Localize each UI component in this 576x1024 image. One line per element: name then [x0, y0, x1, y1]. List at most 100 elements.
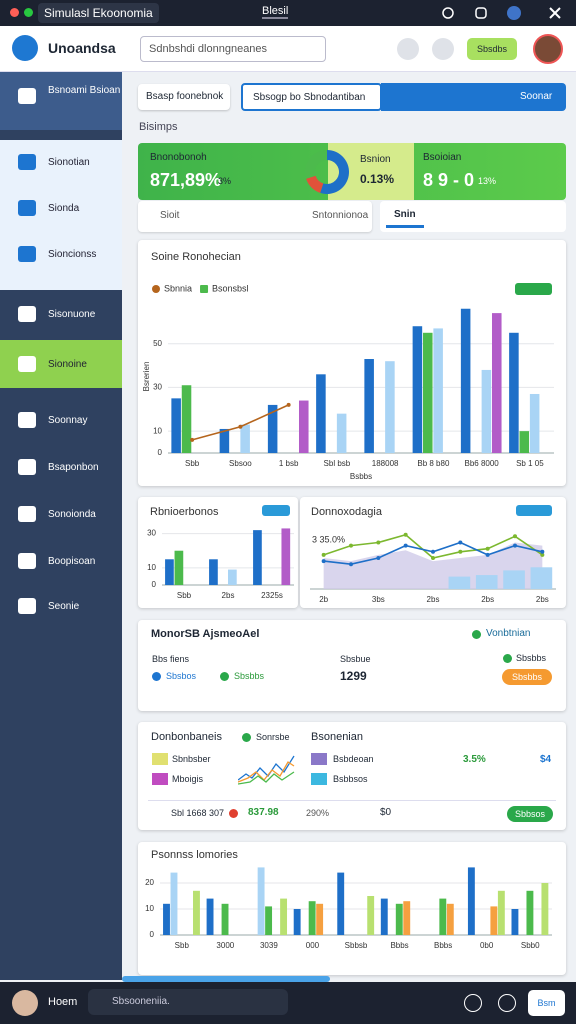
- sidebar-item[interactable]: Bsnoami Bsioan: [48, 85, 121, 96]
- spark-line: [238, 771, 295, 785]
- badge[interactable]: [515, 283, 552, 295]
- badge[interactable]: [516, 505, 552, 516]
- bar: [475, 575, 498, 589]
- search-box[interactable]: Sdnbshdi dlonngneanes: [140, 36, 326, 62]
- legend-item: Sbnbsber: [172, 754, 211, 764]
- chart: Soine Ronohecian Bsrerien Bsbbs 0 10 30 50 Sbb S…: [142, 251, 554, 481]
- y-tick-label: 20: [145, 878, 154, 887]
- sidebar-item[interactable]: Sionoine: [48, 359, 87, 370]
- card: Donnoxodagia 3 35.0% 2b 3bs 2bs 2bs 2bs: [300, 497, 566, 608]
- x-tick-label: 2bs: [427, 595, 440, 604]
- point: [513, 534, 517, 539]
- button[interactable]: Sbsbbs: [502, 669, 552, 685]
- bar: [298, 400, 309, 453]
- sidebar-item[interactable]: Sioncionss: [48, 249, 97, 260]
- x-tick-label: Sbb: [185, 459, 200, 468]
- bar: [439, 898, 447, 935]
- bar: [193, 890, 200, 935]
- header-button[interactable]: Sbsdbs: [467, 38, 517, 60]
- swatch: [311, 753, 327, 765]
- avatar[interactable]: [12, 990, 38, 1016]
- x-tick-label: Sbb: [177, 591, 192, 600]
- swatch: [152, 773, 168, 785]
- tab[interactable]: Bsasp foonebnok: [138, 84, 230, 110]
- footer: [0, 982, 576, 1024]
- donut-chart: [305, 150, 349, 194]
- card-title: Donbonbaneis: [151, 731, 222, 743]
- point: [485, 552, 490, 557]
- scrollbar[interactable]: [122, 976, 330, 982]
- filter-box[interactable]: [138, 201, 372, 232]
- sidebar-item[interactable]: Soonnay: [48, 415, 88, 426]
- annotation: 3 35.0%: [312, 534, 345, 544]
- tab[interactable]: Sbsogp bo Sbnodantiban: [241, 83, 382, 111]
- x-tick-label: 3bs: [372, 595, 385, 604]
- footer-search[interactable]: Sbsooneniia.: [88, 989, 288, 1015]
- badge[interactable]: [262, 505, 290, 516]
- bar: [171, 398, 181, 453]
- label: Bbs fiens: [152, 654, 190, 664]
- point: [321, 552, 326, 557]
- x-tick-label: Sbsoo: [229, 459, 252, 468]
- sidebar-item[interactable]: Sionotian: [48, 157, 90, 168]
- sidebar-item[interactable]: Sonoionda: [48, 509, 96, 520]
- chart-title: Psonnss lomories: [151, 849, 238, 861]
- button[interactable]: Sbbsos: [507, 806, 553, 822]
- window-zoom[interactable]: [24, 8, 33, 17]
- tag: Sbsbos: [166, 671, 197, 681]
- window-tab[interactable]: Blesil: [262, 5, 289, 19]
- bar: [491, 313, 502, 453]
- avatar[interactable]: [507, 6, 521, 20]
- tab-action[interactable]: Soonar: [520, 91, 553, 102]
- section-label: Bisimps: [139, 121, 178, 133]
- x-tick-label: Bbbs: [434, 941, 452, 950]
- x-tick-label: Sbb0: [521, 941, 540, 950]
- filter-field[interactable]: Sntonnionoa: [312, 210, 369, 221]
- card: [138, 620, 566, 711]
- x-tick-label: 3000: [216, 941, 234, 950]
- amount: $4: [540, 754, 552, 765]
- sidebar-icon: [18, 246, 36, 262]
- sidebar-item[interactable]: Boopisoan: [48, 556, 96, 567]
- icon-button[interactable]: [397, 38, 419, 60]
- close-icon[interactable]: [549, 7, 561, 19]
- kpi-value: 871,89%: [150, 170, 222, 190]
- sidebar-item[interactable]: Seonie: [48, 601, 80, 612]
- sidebar-item[interactable]: Sionda: [48, 203, 80, 214]
- icon[interactable]: [464, 994, 482, 1012]
- logo: [12, 35, 38, 61]
- bar: [209, 559, 218, 585]
- sidebar-icon: [18, 154, 36, 170]
- window-icons: [442, 6, 561, 20]
- bar: [253, 530, 262, 585]
- point: [376, 540, 381, 545]
- sidebar-item[interactable]: Bsaponbon: [48, 462, 99, 473]
- bar: [240, 424, 250, 453]
- icon[interactable]: [498, 994, 516, 1012]
- bar: [174, 550, 184, 585]
- legend-label: Sbnnia: [164, 283, 192, 293]
- bar: [481, 369, 492, 453]
- window-close[interactable]: [10, 8, 19, 17]
- filter-tab-active[interactable]: Snin: [386, 209, 424, 228]
- chart: Rbnioerbonos 0 10 30 Sbb 2bs 2325s: [147, 505, 294, 600]
- point: [513, 543, 517, 548]
- bar: [541, 883, 549, 935]
- legend-swatch: [152, 285, 160, 293]
- filter-search[interactable]: Sioit: [160, 210, 180, 221]
- donut-slice: [305, 150, 327, 179]
- bar: [395, 903, 403, 935]
- legend-item: Bsbdeoan: [333, 754, 374, 764]
- footer-button[interactable]: Bsm: [528, 990, 565, 1016]
- window-title: Simulasl Ekoonomia: [38, 3, 159, 23]
- icon[interactable]: [442, 7, 454, 19]
- legend-item: Bsbbsos: [333, 774, 368, 784]
- bar: [265, 906, 273, 935]
- point: [431, 549, 435, 554]
- bar: [412, 326, 423, 453]
- point: [403, 532, 408, 537]
- avatar[interactable]: [533, 34, 563, 64]
- sidebar-item[interactable]: Sisonuone: [48, 309, 96, 320]
- icon[interactable]: [475, 7, 487, 19]
- icon-button[interactable]: [432, 38, 454, 60]
